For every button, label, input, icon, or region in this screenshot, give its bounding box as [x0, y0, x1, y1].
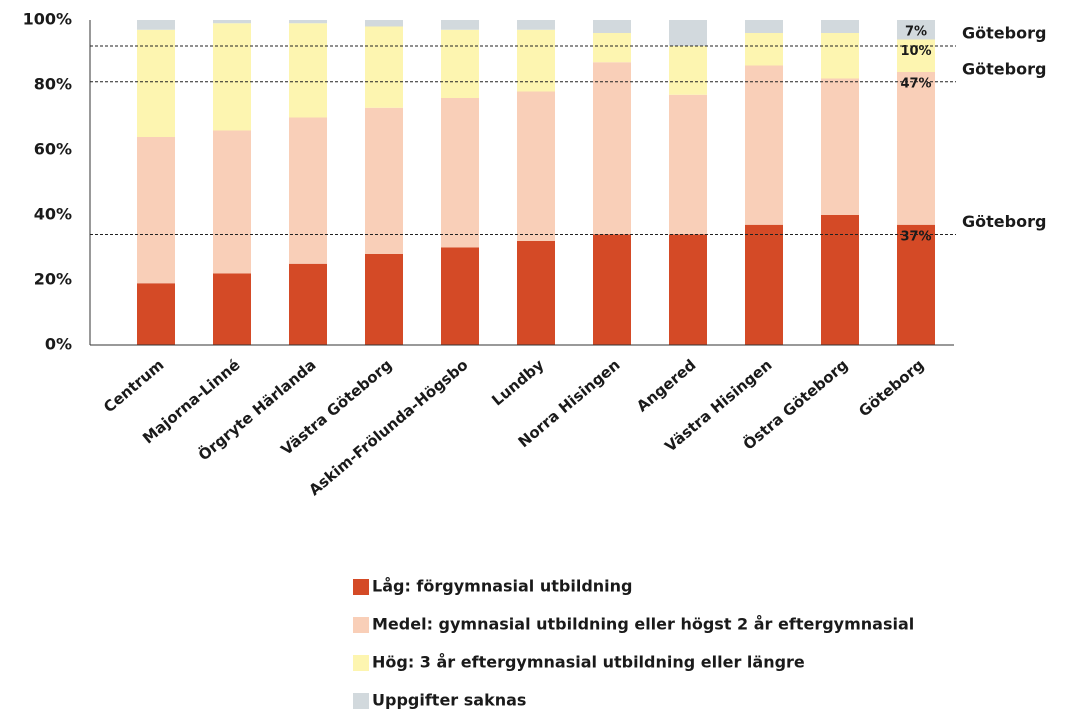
bar-segment: [213, 130, 251, 274]
bar-segment: [821, 215, 859, 345]
bar-segment: [289, 117, 327, 264]
bar-segment: [821, 33, 859, 79]
bar-segment: [289, 263, 327, 345]
bar-segment: [517, 20, 555, 30]
bar-segment: [821, 78, 859, 215]
bar-segment: [441, 98, 479, 248]
bar-segment: [289, 23, 327, 118]
bar-segment: [213, 23, 251, 131]
bar-segment: [365, 26, 403, 108]
x-tick-label: Lundby: [488, 356, 547, 410]
bar-segment: [669, 20, 707, 46]
bar-segment: [593, 20, 631, 33]
bar-segment: [365, 254, 403, 345]
legend-swatch: [353, 579, 369, 595]
bar-segment: [593, 33, 631, 63]
bar-segment: [593, 62, 631, 235]
bar-segment: [669, 46, 707, 95]
reference-label: Göteborg: [962, 24, 1046, 43]
y-tick-label: 100%: [23, 10, 72, 29]
bar-segment: [365, 107, 403, 254]
y-tick-label: 20%: [34, 270, 72, 289]
legend-swatch: [353, 617, 369, 633]
bar-segment: [213, 273, 251, 345]
y-tick-label: 40%: [34, 205, 72, 224]
bar-segment: [289, 20, 327, 24]
bar-segment: [137, 29, 175, 137]
y-tick-label: 0%: [45, 335, 72, 354]
bar-segment: [745, 33, 783, 66]
bar-segment: [669, 94, 707, 235]
bar-segment: [745, 65, 783, 225]
x-tick-label: Göteborg: [855, 356, 927, 421]
data-label: 37%: [900, 229, 931, 244]
reference-label: Göteborg: [962, 59, 1046, 78]
x-tick-label: Centrum: [100, 356, 167, 417]
legend-label: Låg: förgymnasial utbildning: [372, 577, 633, 596]
bar-segment: [745, 20, 783, 33]
bar-segment: [669, 234, 707, 345]
bar-segment: [897, 20, 935, 40]
bar-segment: [821, 20, 859, 33]
legend-label: Hög: 3 år eftergymnasial utbildning elle…: [372, 653, 805, 672]
bar-segment: [441, 20, 479, 30]
bar-segment: [745, 224, 783, 345]
bar-segment: [897, 72, 935, 225]
bar-segment: [441, 247, 479, 345]
bar-segment: [593, 234, 631, 345]
bar-segment: [137, 20, 175, 30]
x-tick-label: Angered: [633, 356, 699, 416]
legend-swatch: [353, 655, 369, 671]
bar-segment: [137, 283, 175, 345]
bar-segment: [365, 20, 403, 27]
reference-label: Göteborg: [962, 212, 1046, 231]
bar-segment: [137, 137, 175, 284]
legend-swatch: [353, 693, 369, 709]
data-label: 10%: [900, 44, 931, 59]
bar-segment: [897, 224, 935, 345]
bar-segment: [517, 241, 555, 345]
bar-segment: [897, 39, 935, 72]
x-tick-label: Askim-Frölunda-Högsbo: [305, 356, 471, 499]
y-tick-label: 80%: [34, 75, 72, 94]
bar-segment: [517, 91, 555, 241]
data-label: 47%: [900, 77, 931, 92]
y-tick-label: 60%: [34, 140, 72, 159]
bar-segment: [213, 20, 251, 24]
data-label: 7%: [905, 25, 927, 40]
bar-segment: [441, 29, 479, 98]
legend-label: Uppgifter saknas: [372, 691, 526, 710]
bar-segment: [517, 29, 555, 92]
legend-label: Medel: gymnasial utbildning eller högst …: [372, 615, 914, 634]
